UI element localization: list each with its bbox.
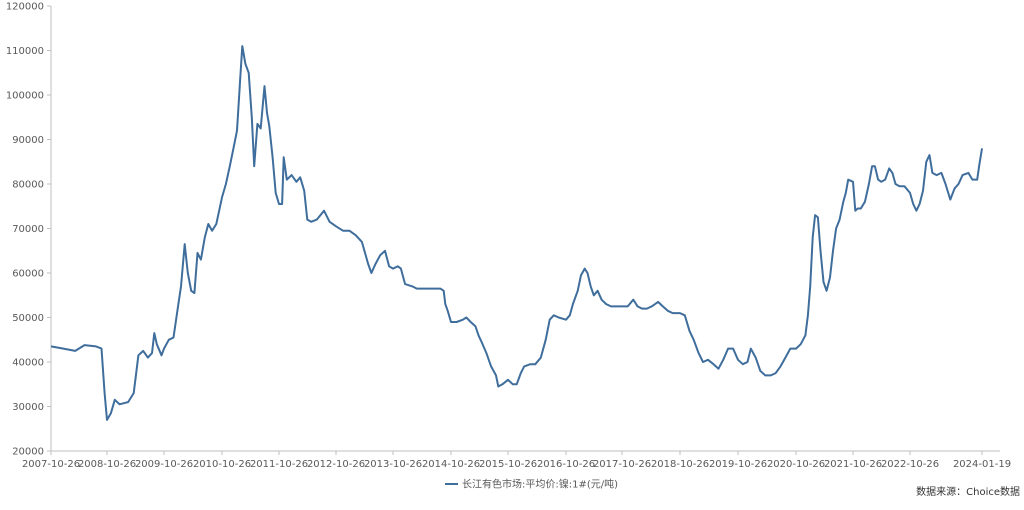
y-tick-label: 30000 bbox=[12, 402, 44, 413]
x-tick-label: 2024-01-19 bbox=[953, 459, 1011, 470]
x-tick-label: 2012-10-26 bbox=[307, 459, 365, 470]
x-tick-label: 2020-10-26 bbox=[767, 459, 825, 470]
x-tick-label: 2011-10-26 bbox=[250, 459, 308, 470]
x-tick-label: 2019-10-26 bbox=[709, 459, 767, 470]
x-tick-label: 2013-10-26 bbox=[364, 459, 422, 470]
y-axis: 20000 30000 40000 50000 60000 70000 80000 90000… bbox=[6, 2, 52, 458]
legend-label: 长江有色市场:平均价:镍:1#(元/吨) bbox=[462, 478, 618, 491]
y-tick-label: 40000 bbox=[12, 358, 44, 369]
x-tick-label: 2015-10-26 bbox=[479, 459, 537, 470]
x-tick-label: 2018-10-26 bbox=[651, 459, 709, 470]
x-tick-label: 2014-10-26 bbox=[422, 459, 480, 470]
x-tick-label: 2021-10-26 bbox=[824, 459, 882, 470]
x-tick-label: 2017-10-26 bbox=[593, 459, 651, 470]
y-tick-label: 100000 bbox=[6, 91, 44, 102]
y-tick-label: 90000 bbox=[12, 135, 44, 146]
x-tick-label: 2008-10-26 bbox=[78, 459, 136, 470]
x-tick-label: 2010-10-26 bbox=[193, 459, 251, 470]
x-tick-label: 2022-10-26 bbox=[881, 459, 939, 470]
legend[interactable]: 长江有色市场:平均价:镍:1#(元/吨) bbox=[445, 478, 618, 491]
y-tick-label: 50000 bbox=[12, 313, 44, 324]
x-tick-label: 2007-10-26 bbox=[22, 459, 80, 470]
x-tick-label: 2016-10-26 bbox=[537, 459, 595, 470]
y-tick-label: 120000 bbox=[6, 2, 44, 13]
series-line bbox=[50, 45, 983, 421]
y-tick-label: 70000 bbox=[12, 224, 44, 235]
data-source-note: 数据来源：Choice数据 bbox=[916, 487, 1020, 498]
y-tick-label: 20000 bbox=[12, 447, 44, 458]
y-tick-label: 110000 bbox=[6, 46, 44, 57]
x-tick-label: 2009-10-26 bbox=[135, 459, 193, 470]
y-tick-label: 80000 bbox=[12, 180, 44, 191]
series-group bbox=[50, 45, 983, 421]
y-tick-label: 60000 bbox=[12, 269, 44, 280]
